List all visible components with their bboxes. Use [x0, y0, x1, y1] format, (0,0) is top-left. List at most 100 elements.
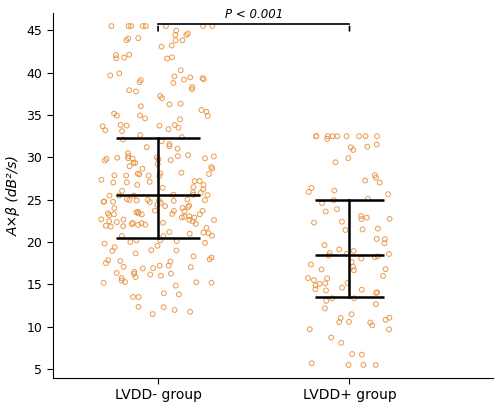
Point	[208, 279, 216, 286]
Point	[304, 189, 312, 195]
Point	[198, 75, 206, 81]
Point	[198, 107, 205, 113]
Point	[307, 261, 315, 268]
Point	[134, 209, 142, 215]
Point	[199, 23, 207, 29]
Point	[320, 242, 328, 248]
Point	[126, 197, 134, 203]
Point	[166, 141, 173, 147]
Point	[139, 23, 147, 29]
Point	[338, 339, 345, 346]
Point	[166, 229, 173, 235]
Point	[98, 123, 106, 130]
Point	[102, 222, 110, 229]
Point	[100, 198, 108, 205]
Point	[204, 112, 212, 119]
Point	[371, 172, 379, 179]
Point	[176, 100, 184, 107]
Point	[115, 192, 123, 199]
Point	[126, 163, 134, 169]
Point	[124, 153, 132, 160]
Point	[379, 272, 387, 279]
Point	[132, 274, 140, 280]
Point	[132, 250, 140, 257]
Point	[192, 279, 200, 285]
Text: P < 0.001: P < 0.001	[224, 8, 283, 21]
Point	[376, 179, 384, 186]
Point	[138, 220, 145, 227]
Point	[374, 225, 382, 232]
Point	[344, 155, 352, 162]
Point	[124, 150, 132, 157]
Point	[161, 203, 169, 209]
Point	[327, 334, 335, 341]
Point	[118, 128, 126, 135]
Point	[148, 247, 156, 254]
Point	[382, 266, 390, 272]
Point	[368, 322, 376, 328]
Point	[168, 211, 176, 217]
Point	[312, 133, 320, 139]
Point	[178, 204, 186, 211]
Point	[188, 84, 196, 90]
Point	[146, 199, 154, 205]
Point	[151, 207, 159, 214]
Point	[98, 176, 106, 183]
Point	[200, 182, 207, 188]
Point	[104, 257, 112, 263]
Point	[110, 110, 118, 117]
Point	[321, 305, 329, 312]
Point	[154, 243, 162, 249]
Point	[119, 223, 127, 229]
Point	[106, 72, 114, 79]
Point	[350, 248, 358, 254]
Point	[185, 202, 193, 209]
Point	[172, 27, 180, 34]
Point	[386, 315, 394, 321]
Point	[358, 226, 366, 233]
Point	[345, 319, 353, 325]
Point	[202, 225, 210, 231]
Point	[134, 210, 142, 217]
Point	[137, 103, 145, 110]
Point	[115, 70, 123, 76]
Point	[110, 244, 118, 250]
Point	[202, 108, 210, 115]
Point	[170, 208, 178, 214]
Point	[385, 251, 393, 257]
Point	[170, 198, 177, 204]
Point	[358, 351, 366, 358]
Point	[112, 270, 120, 276]
Point	[335, 246, 343, 253]
Point	[174, 146, 182, 152]
Point	[116, 258, 124, 264]
Point	[204, 192, 212, 198]
Point	[153, 154, 161, 161]
Point	[134, 171, 142, 177]
Point	[170, 191, 177, 198]
Point	[196, 178, 203, 184]
Point	[318, 200, 326, 207]
Point	[130, 192, 138, 199]
Point	[210, 217, 218, 223]
Point	[385, 326, 393, 333]
Point	[106, 192, 114, 199]
Point	[110, 211, 118, 218]
Point	[180, 76, 188, 83]
Point	[360, 362, 368, 368]
Point	[190, 184, 198, 190]
Point	[176, 116, 184, 123]
Point	[206, 256, 214, 263]
Point	[178, 37, 186, 44]
Point	[374, 253, 382, 260]
Point	[355, 133, 363, 139]
Point	[126, 239, 134, 245]
Point	[349, 147, 357, 153]
Point	[326, 250, 334, 256]
Point	[324, 133, 332, 139]
Point	[342, 227, 349, 233]
Point	[119, 136, 127, 143]
Point	[121, 279, 129, 285]
Point	[158, 95, 166, 101]
Point	[310, 277, 318, 283]
